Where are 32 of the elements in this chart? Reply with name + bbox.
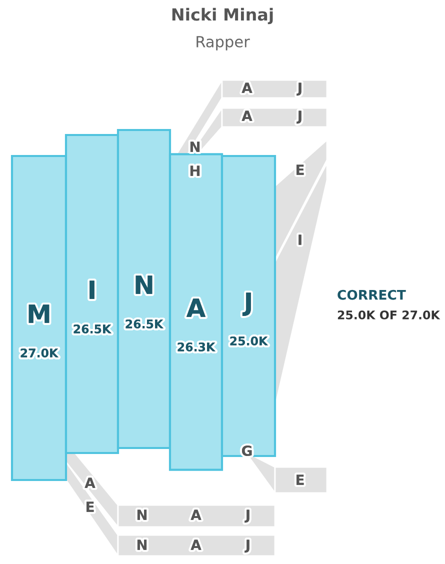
category-label: M bbox=[28, 304, 50, 323]
text: J bbox=[244, 540, 250, 553]
text: I bbox=[298, 234, 302, 245]
text: H bbox=[190, 166, 200, 176]
text: A bbox=[190, 510, 202, 520]
data-label: 26.5K bbox=[74, 324, 112, 334]
text: A bbox=[190, 540, 202, 550]
category-label: J bbox=[242, 292, 251, 316]
text: J bbox=[244, 510, 250, 523]
text: N bbox=[137, 510, 147, 520]
text: E bbox=[296, 474, 304, 485]
text: E bbox=[86, 502, 94, 512]
text: J bbox=[296, 110, 302, 124]
text: J bbox=[296, 82, 302, 96]
category-label: A bbox=[186, 298, 206, 317]
data-label: 25.0K bbox=[230, 336, 268, 346]
category-label: I bbox=[90, 280, 94, 299]
text: Nicki Minaj bbox=[172, 8, 273, 24]
category-label: N bbox=[136, 276, 152, 294]
text: G bbox=[242, 446, 252, 456]
text: N bbox=[137, 540, 147, 550]
text: A bbox=[84, 478, 96, 488]
data-label: 26.5K bbox=[126, 319, 164, 328]
text: E bbox=[296, 164, 304, 175]
text: N bbox=[190, 142, 200, 152]
data-label: 26.3K bbox=[178, 342, 216, 352]
text: Rapper bbox=[196, 36, 250, 50]
text: A bbox=[242, 82, 252, 93]
text: A bbox=[242, 110, 252, 121]
text: CORRECT bbox=[338, 290, 406, 300]
text: 25.0K OF 27.0K bbox=[338, 310, 440, 320]
data-label: 27.0K bbox=[20, 348, 58, 358]
